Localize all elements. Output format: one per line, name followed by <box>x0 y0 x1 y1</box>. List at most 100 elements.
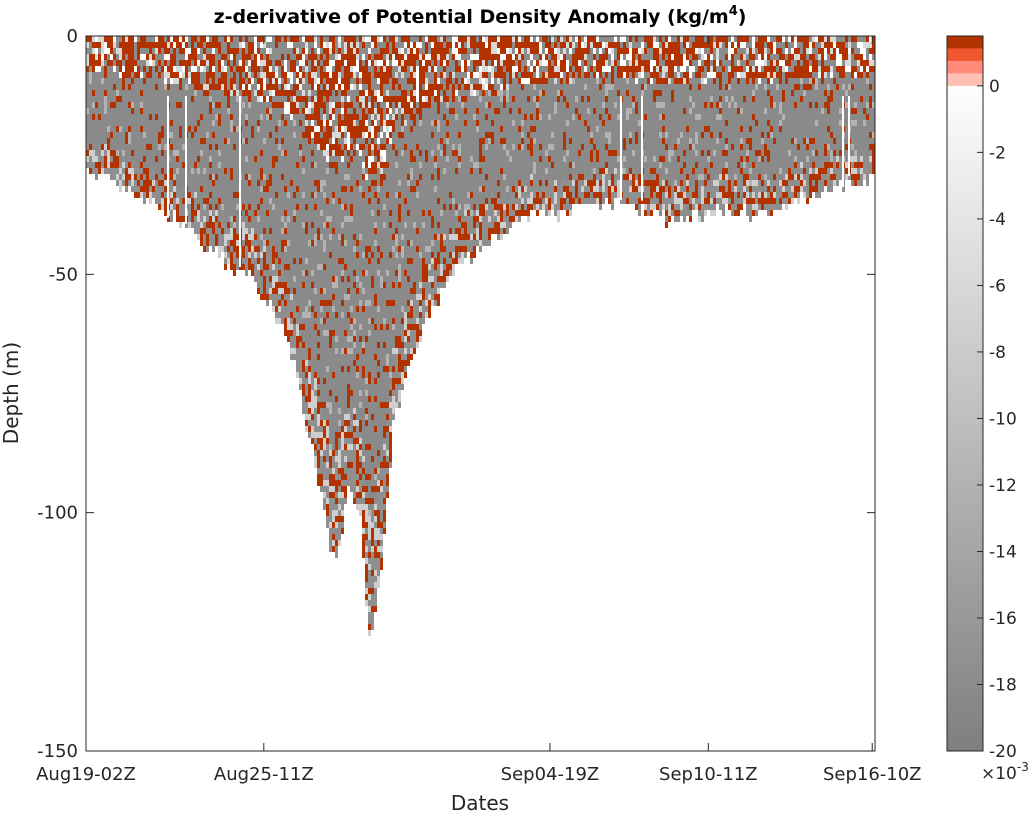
heatmap-cell <box>266 234 269 240</box>
heatmap-cell <box>224 264 227 270</box>
heatmap-cell <box>377 468 380 474</box>
heatmap-cell <box>386 426 389 432</box>
heatmap-cell <box>368 216 371 222</box>
heatmap-cell <box>332 312 335 318</box>
heatmap-cell <box>176 210 179 216</box>
heatmap-cell <box>386 168 389 174</box>
heatmap-cell <box>368 54 371 60</box>
heatmap-cell <box>305 222 308 228</box>
heatmap-cell <box>338 60 341 66</box>
heatmap-cell <box>203 138 206 144</box>
heatmap-cell <box>389 102 392 108</box>
heatmap-cell <box>164 204 167 210</box>
heatmap-cell <box>356 294 359 300</box>
heatmap-cell <box>359 300 362 306</box>
heatmap-cell <box>326 96 329 102</box>
heatmap-cell <box>341 486 344 492</box>
heatmap-cell <box>311 318 314 324</box>
heatmap-cell <box>134 132 137 138</box>
heatmap-cell <box>128 174 131 180</box>
heatmap-cell <box>98 90 101 96</box>
heatmap-cell <box>302 90 305 96</box>
heatmap-cell <box>377 486 380 492</box>
heatmap-cell <box>230 66 233 72</box>
heatmap-cell <box>383 240 386 246</box>
heatmap-cell <box>170 102 173 108</box>
heatmap-cell <box>164 102 167 108</box>
heatmap-cell <box>329 444 332 450</box>
heatmap-cell <box>362 108 365 114</box>
heatmap-cell <box>215 132 218 138</box>
heatmap-cell <box>326 354 329 360</box>
heatmap-cell <box>299 156 302 162</box>
heatmap-cell <box>284 42 287 48</box>
heatmap-cell <box>206 36 209 42</box>
heatmap-cell <box>110 126 113 132</box>
heatmap-cell <box>245 180 248 186</box>
heatmap-cell <box>311 342 314 348</box>
heatmap-cell <box>230 60 233 66</box>
heatmap-cell <box>356 180 359 186</box>
heatmap-cell <box>335 234 338 240</box>
heatmap-cell <box>380 114 383 120</box>
heatmap-cell <box>377 582 380 588</box>
heatmap-cell <box>179 90 182 96</box>
heatmap-cell <box>203 210 206 216</box>
heatmap-cell <box>353 330 356 336</box>
heatmap-cell <box>320 420 323 426</box>
heatmap-cell <box>98 96 101 102</box>
heatmap-cell <box>119 66 122 72</box>
heatmap-cell <box>203 126 206 132</box>
heatmap-cell <box>155 102 158 108</box>
heatmap-cell <box>203 168 206 174</box>
heatmap-cell <box>215 216 218 222</box>
heatmap-cell <box>323 402 326 408</box>
heatmap-cell <box>389 420 392 426</box>
heatmap-cell <box>224 168 227 174</box>
heatmap-cell <box>368 234 371 240</box>
heatmap-cell <box>389 456 392 462</box>
heatmap-cell <box>284 168 287 174</box>
heatmap-cell <box>194 78 197 84</box>
heatmap-cell <box>275 306 278 312</box>
heatmap-cell <box>392 78 395 84</box>
heatmap-cell <box>140 72 143 78</box>
heatmap-cell <box>317 402 320 408</box>
heatmap-cell <box>191 42 194 48</box>
heatmap-cell <box>197 90 200 96</box>
heatmap-cell <box>278 222 281 228</box>
heatmap-cell <box>149 186 152 192</box>
heatmap-cell <box>89 126 92 132</box>
heatmap-cell <box>305 276 308 282</box>
heatmap-cell <box>353 246 356 252</box>
heatmap-cell <box>392 54 395 60</box>
heatmap-cell <box>293 84 296 90</box>
heatmap-cell <box>158 174 161 180</box>
heatmap-cell <box>230 240 233 246</box>
heatmap-cell <box>371 450 374 456</box>
heatmap-cell <box>356 306 359 312</box>
heatmap-cell <box>284 312 287 318</box>
heatmap-cell <box>302 228 305 234</box>
heatmap-cell <box>128 84 131 90</box>
heatmap-cell <box>293 324 296 330</box>
heatmap-cell <box>365 528 368 534</box>
heatmap-cell <box>125 162 128 168</box>
heatmap-cell <box>356 72 359 78</box>
heatmap-cell <box>287 108 290 114</box>
heatmap-cell <box>173 84 176 90</box>
heatmap-cell <box>161 48 164 54</box>
heatmap-cell <box>362 162 365 168</box>
heatmap-cell <box>308 216 311 222</box>
heatmap-cell <box>218 96 221 102</box>
heatmap-cell <box>209 186 212 192</box>
heatmap-cell <box>371 126 374 132</box>
heatmap-cell <box>371 618 374 624</box>
heatmap-cell <box>149 84 152 90</box>
heatmap-cell <box>263 216 266 222</box>
heatmap-cell <box>206 96 209 102</box>
heatmap-cell <box>314 222 317 228</box>
heatmap-cell <box>365 408 368 414</box>
heatmap-cell <box>284 252 287 258</box>
heatmap-cell <box>308 300 311 306</box>
